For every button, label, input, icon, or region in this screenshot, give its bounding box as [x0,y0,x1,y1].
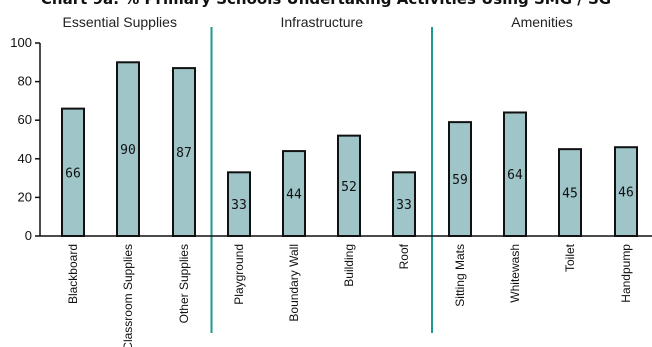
bar-value-label: 90 [120,143,136,158]
bar [61,107,85,237]
y-tick-label: 80 [18,74,32,89]
category-label: Toilet [563,243,577,272]
y-tick-label: 60 [18,112,32,127]
bar [503,111,527,237]
bar-value-label: 45 [562,187,578,202]
y-tick-label: 40 [18,151,32,166]
bar [337,134,361,237]
bar [172,67,196,237]
category-label: Sitting Mats [453,244,467,307]
category-label: Other Supplies [177,244,191,323]
bar-value-label: 33 [396,198,412,213]
group-headers: Essential Supplies Infrastructure Amenitie… [63,14,573,30]
bar [614,146,638,237]
bar [227,171,251,237]
bar-value-label: 87 [176,146,192,161]
y-tick-label: 100 [10,35,32,50]
bar-value-label: 33 [231,198,247,213]
bar-value-label: 66 [65,166,81,181]
group-header: Infrastructure [281,14,364,30]
y-axis-ticks: 0 20 40 60 80 100 [10,35,40,243]
bar-value-label: 59 [452,173,468,188]
bar-value-label: 64 [507,168,523,183]
category-labels: Blackboard Classroom Supplies Other Suppli… [66,243,633,347]
bar-value-label: 52 [341,180,357,195]
bar [558,148,582,237]
bar [116,61,140,237]
category-label: Blackboard [66,244,80,304]
bar [392,171,416,237]
category-label: Handpump [619,244,633,303]
group-header: Amenities [511,14,572,30]
category-label: Roof [397,243,411,269]
y-tick-label: 0 [25,228,32,243]
y-tick-label: 20 [18,189,32,204]
category-label: Playground [232,244,246,305]
bar [282,150,306,237]
value-labels: 66 90 87 33 44 52 33 59 64 45 46 [65,143,634,213]
bars [61,61,638,237]
chart-title: Chart 9a: % Primary Schools Undertaking … [41,0,611,8]
group-dividers [210,27,433,333]
group-header: Essential Supplies [63,14,177,30]
category-label: Building [342,244,356,287]
bar-value-label: 44 [286,188,302,203]
bar [448,121,472,237]
category-label: Whitewash [508,244,522,303]
bar-value-label: 46 [618,186,634,201]
category-label: Boundary Wall [287,244,301,322]
category-label: Classroom Supplies [121,244,135,347]
